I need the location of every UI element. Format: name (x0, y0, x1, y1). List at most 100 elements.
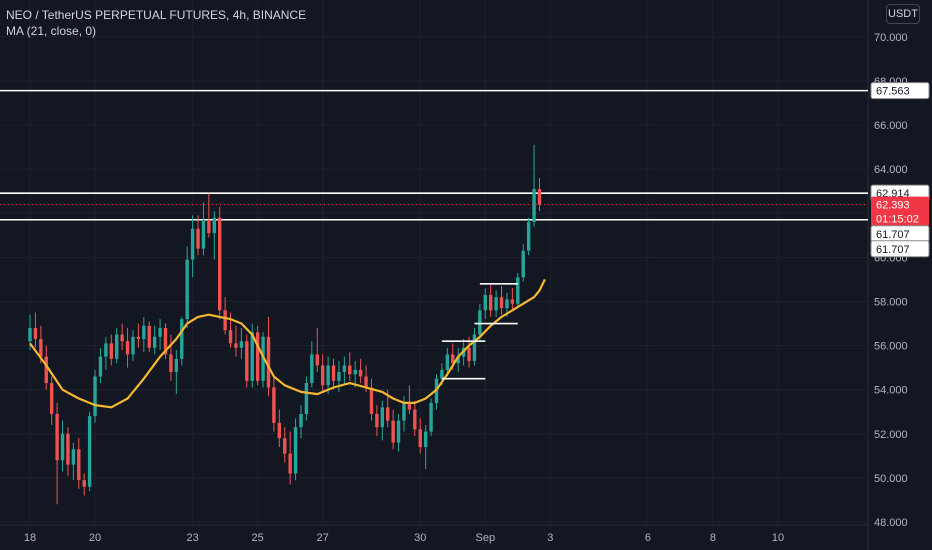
candle-body (402, 402, 406, 421)
candle-body (396, 420, 401, 443)
candle-body (337, 372, 341, 381)
x-tick-label: 27 (317, 532, 329, 544)
candle-body (418, 429, 422, 448)
candle-body (304, 383, 309, 414)
candle-body (223, 310, 227, 331)
y-tick-label: 50.000 (874, 473, 908, 485)
symbol-title: NEO / TetherUS PERPETUAL FUTURES, 4h, BI… (6, 8, 307, 22)
candle-body (293, 427, 298, 474)
candle-body (250, 332, 254, 381)
candle-body (218, 217, 222, 311)
level-price-box-text: 61.707 (876, 229, 910, 241)
y-tick-label: 66.000 (874, 120, 908, 132)
x-tick-label: 18 (24, 532, 36, 544)
y-tick-label: 64.000 (874, 164, 908, 176)
candle-body (109, 343, 113, 359)
candle-body (526, 222, 531, 251)
candle-body (277, 422, 282, 439)
y-tick-label: 56.000 (874, 341, 908, 353)
candle-body (245, 341, 249, 381)
candle-body (255, 332, 260, 381)
candle-body (358, 369, 363, 377)
candle-body (369, 387, 374, 414)
x-tick-label: Sep (475, 532, 495, 544)
candle-body (516, 277, 520, 304)
candle-body (521, 250, 525, 278)
candle-body (185, 259, 189, 320)
candle-body (190, 228, 195, 260)
candle-body (136, 336, 141, 339)
x-tick-label: 6 (645, 532, 651, 544)
candle-body (467, 347, 471, 362)
current-price-box-text: 62.393 (876, 200, 910, 212)
candle-body (39, 338, 43, 357)
x-tick-label: 25 (252, 532, 264, 544)
candle-body (510, 299, 515, 304)
candle-body (66, 433, 70, 465)
y-tick-label: 54.000 (874, 385, 908, 397)
x-tick-label: 20 (89, 532, 101, 544)
candle-body (142, 325, 146, 339)
candle-body (342, 365, 347, 373)
x-tick-label: 8 (710, 532, 716, 544)
candle-body (169, 354, 173, 373)
candle-body (391, 420, 395, 443)
candle-body (44, 356, 48, 384)
candle-body (98, 356, 103, 377)
candle-body (104, 343, 108, 357)
candle-body (49, 383, 54, 414)
candle-body (380, 407, 384, 428)
chart-legend: NEO / TetherUS PERPETUAL FUTURES, 4h, BI… (6, 7, 306, 39)
candle-body (55, 413, 59, 461)
ma-indicator-label: MA (21, close, 0) (6, 24, 97, 38)
candle-body (299, 413, 303, 428)
candle-body (77, 449, 81, 481)
candle-body (131, 336, 135, 355)
candle-body (82, 480, 86, 487)
candle-body (115, 334, 119, 359)
candle-body (483, 294, 487, 311)
y-tick-label: 48.000 (874, 517, 908, 529)
candle-body (320, 365, 325, 386)
candle-body (174, 358, 179, 373)
candle-body (60, 433, 65, 461)
x-tick-label: 30 (414, 532, 426, 544)
candle-body (87, 416, 92, 487)
candle-body (532, 189, 536, 223)
candle-body (331, 365, 336, 381)
candle-body (429, 402, 433, 432)
candle-body (494, 297, 498, 311)
y-tick-label: 70.000 (874, 32, 908, 44)
level-price-box (870, 82, 930, 100)
ma-21-line (29, 278, 546, 409)
candle-body (33, 327, 38, 339)
candle-body (180, 319, 184, 359)
candle-body (207, 219, 211, 234)
candle-body (163, 327, 168, 355)
candle-body (472, 334, 477, 362)
currency-button[interactable]: USDT (886, 4, 920, 24)
candle-body (423, 431, 428, 448)
y-tick-label: 58.000 (874, 297, 908, 309)
candle-body (386, 407, 390, 421)
y-tick-label: 52.000 (874, 429, 908, 441)
candle-body (451, 354, 455, 364)
x-tick-label: 23 (186, 532, 198, 544)
x-tick-label: 3 (547, 532, 553, 544)
candle-body (288, 453, 292, 474)
level-price-box (870, 240, 930, 258)
candle-body (413, 409, 417, 430)
candle-body (315, 354, 319, 366)
candle-body (375, 413, 379, 428)
candle-body (239, 341, 244, 348)
candle-body (147, 325, 151, 348)
level-price-box-text: 61.707 (876, 244, 910, 256)
current-price-box (871, 196, 929, 227)
candle-body (196, 228, 200, 249)
candle-body (499, 297, 504, 309)
level-price-box-text: 67.563 (876, 86, 910, 98)
candle-body (326, 365, 330, 386)
candle-body (489, 294, 493, 311)
